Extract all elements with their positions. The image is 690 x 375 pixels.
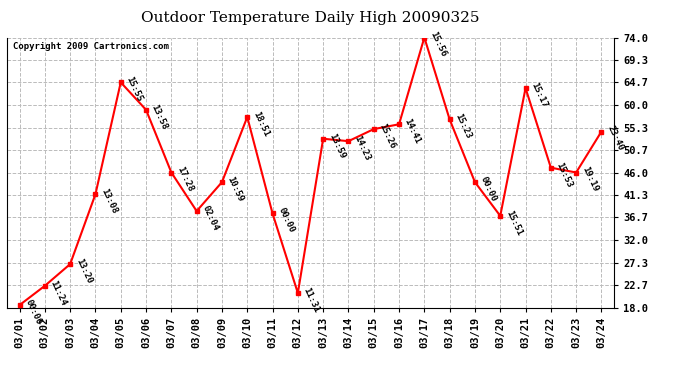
Text: 19:19: 19:19 xyxy=(580,165,600,194)
Text: 13:58: 13:58 xyxy=(150,103,169,131)
Text: 15:17: 15:17 xyxy=(529,81,549,109)
Text: 00:00: 00:00 xyxy=(479,175,498,203)
Text: Outdoor Temperature Daily High 20090325: Outdoor Temperature Daily High 20090325 xyxy=(141,11,480,25)
Text: 15:26: 15:26 xyxy=(377,122,397,150)
Text: 14:23: 14:23 xyxy=(352,134,372,162)
Text: 15:55: 15:55 xyxy=(124,75,144,104)
Text: 17:28: 17:28 xyxy=(175,165,195,194)
Text: 02:04: 02:04 xyxy=(200,204,220,232)
Text: 15:51: 15:51 xyxy=(504,209,524,237)
Text: 15:56: 15:56 xyxy=(428,30,448,58)
Text: Copyright 2009 Cartronics.com: Copyright 2009 Cartronics.com xyxy=(13,42,169,51)
Text: 15:53: 15:53 xyxy=(555,160,574,189)
Text: 11:24: 11:24 xyxy=(48,279,68,307)
Text: 00:00: 00:00 xyxy=(23,298,43,326)
Text: 23:40: 23:40 xyxy=(605,124,624,153)
Text: 13:20: 13:20 xyxy=(74,257,93,285)
Text: 14:41: 14:41 xyxy=(403,117,422,146)
Text: 13:59: 13:59 xyxy=(327,132,346,160)
Text: 11:31: 11:31 xyxy=(302,286,321,314)
Text: 13:08: 13:08 xyxy=(99,187,119,215)
Text: 10:59: 10:59 xyxy=(226,175,245,203)
Text: 15:23: 15:23 xyxy=(453,112,473,141)
Text: 00:00: 00:00 xyxy=(276,206,296,234)
Text: 18:51: 18:51 xyxy=(251,110,270,138)
